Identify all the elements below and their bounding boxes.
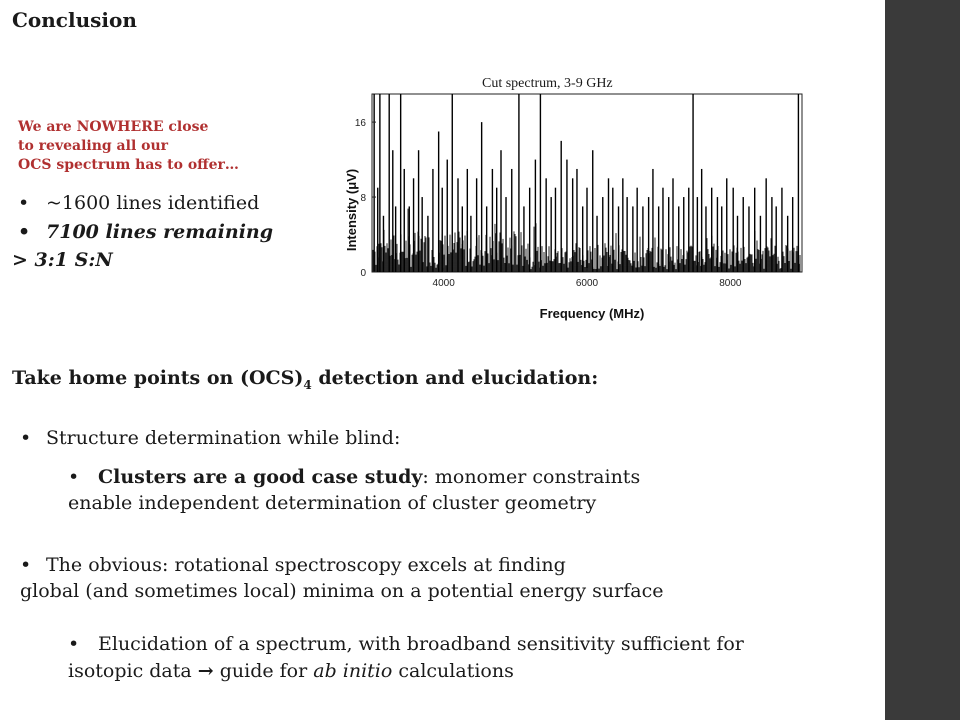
y-tick-label: 16 bbox=[355, 118, 367, 129]
subpoint-clusters-line2: enable independent determination of clus… bbox=[68, 492, 597, 514]
bullet-dot: • bbox=[20, 427, 32, 449]
heading-text: detection and elucidation: bbox=[311, 367, 599, 389]
point-text: Structure determination while blind: bbox=[46, 427, 401, 449]
bullet-dot: • bbox=[18, 192, 30, 214]
y-tick-label: 8 bbox=[360, 193, 366, 204]
stat-lines-remaining: • 7100 lines remaining bbox=[18, 221, 273, 243]
note-line: OCS spectrum has to offer… bbox=[18, 157, 239, 173]
point-blind-structure: • Structure determination while blind: bbox=[20, 427, 400, 449]
heading-subscript: 4 bbox=[303, 377, 312, 392]
subpoint-bold: Clusters are a good case study bbox=[98, 466, 423, 488]
stat-lines-identified: • ~1600 lines identified bbox=[18, 192, 259, 214]
chart-caption: Cut spectrum, 3-9 GHz bbox=[482, 76, 613, 91]
x-axis-label: Frequency (MHz) bbox=[540, 306, 645, 321]
stat-text: ~1600 lines identified bbox=[46, 192, 260, 214]
x-tick-label: 4000 bbox=[433, 278, 456, 289]
note-line: We are NOWHERE close bbox=[18, 119, 209, 135]
subpoint-text: : monomer constraints bbox=[422, 466, 641, 488]
y-tick-label: 0 bbox=[360, 268, 366, 279]
right-sidebar-bar bbox=[885, 0, 960, 720]
bullet-dot: • bbox=[20, 554, 32, 576]
subpoint-elucidation-line2: isotopic data → guide for ab initio calc… bbox=[68, 660, 514, 682]
text-part: calculations bbox=[392, 660, 514, 682]
spectrum-chart: 0 8 16 4000 6000 8000 Intensity (μV) Frequenc… bbox=[344, 93, 803, 321]
point-rotational-line2: global (and sometimes local) minima on a… bbox=[20, 580, 664, 602]
subpoint-clusters: • Clusters are a good case study: monomer… bbox=[68, 466, 640, 488]
highlight-note: We are NOWHERE close to revealing all ou… bbox=[18, 118, 239, 175]
bullet-dot: • bbox=[18, 221, 31, 243]
subpoint-text: Elucidation of a spectrum, with broadban… bbox=[98, 633, 744, 655]
text-italic: ab initio bbox=[313, 660, 393, 682]
text-part: guide for bbox=[213, 660, 314, 682]
plot-layer: 0 8 16 4000 6000 8000 bbox=[355, 93, 803, 289]
point-rotational-spectroscopy: • The obvious: rotational spectroscopy ex… bbox=[20, 554, 566, 576]
x-tick-label: 6000 bbox=[576, 278, 599, 289]
y-axis-label: Intensity (μV) bbox=[344, 169, 359, 251]
bullet-dot: • bbox=[68, 633, 80, 655]
section-heading: Take home points on (OCS)4 detection and… bbox=[12, 367, 598, 392]
subpoint-elucidation: • Elucidation of a spectrum, with broadba… bbox=[68, 633, 744, 655]
slide-title: Conclusion bbox=[12, 8, 137, 32]
note-line: to revealing all our bbox=[18, 138, 169, 154]
arrow-icon: → bbox=[197, 660, 214, 682]
heading-text: Take home points on (OCS) bbox=[12, 367, 304, 389]
x-tick-label: 8000 bbox=[719, 278, 742, 289]
point-text: The obvious: rotational spectroscopy exc… bbox=[46, 554, 566, 576]
bullet-dot: • bbox=[68, 466, 80, 488]
text-part: isotopic data bbox=[68, 660, 198, 682]
stat-text: 7100 lines remaining bbox=[46, 221, 274, 243]
stat-snr: > 3:1 S:N bbox=[12, 249, 113, 271]
